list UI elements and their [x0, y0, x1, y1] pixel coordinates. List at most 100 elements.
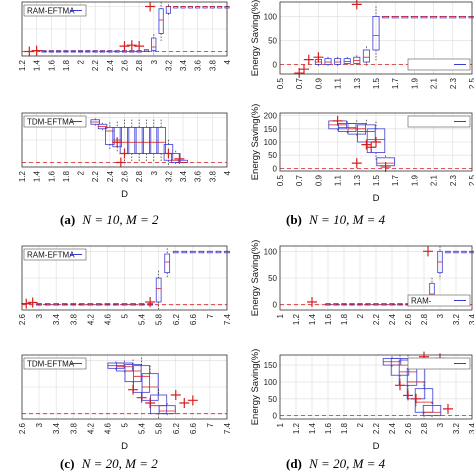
x-tick-label: 1.3	[353, 77, 362, 89]
x-tick-label: 1.9	[410, 77, 419, 89]
x-tick-label: 2.6	[121, 59, 130, 71]
plot-frame	[21, 112, 228, 168]
x-tick-label: 1.6	[47, 59, 56, 71]
x-tick-label: 1.2	[18, 170, 27, 182]
x-tick-label: 2.3	[449, 174, 458, 186]
outlier-marker	[145, 1, 156, 12]
x-tick-label: 1.3	[353, 174, 362, 186]
outlier-marker	[163, 148, 174, 159]
plot-frame	[21, 1, 228, 57]
chart-panel-5: 1 1.2 1.4 1.6 1.8 2 2.2 2.4 2.6 2.8 3 3.2 3.4 0 50 100E…	[250, 240, 474, 325]
x-tick-label: 2.8	[135, 170, 144, 182]
x-tick-label: 3.8	[69, 313, 78, 325]
outlier-marker	[170, 390, 181, 400]
x-tick-label: 2.6	[404, 422, 413, 434]
y-tick-label: 150	[264, 361, 278, 370]
x-tick-label: 3.2	[452, 313, 461, 325]
x-tick-label: 5.8	[155, 422, 164, 434]
outlier-marker	[371, 137, 381, 147]
y-tick-label: 0	[273, 301, 278, 310]
y-tick-label: 50	[268, 395, 277, 404]
plot-frame	[279, 1, 473, 75]
legend-box	[23, 4, 87, 17]
x-tick-label: 2	[356, 422, 365, 427]
outlier-marker	[443, 403, 453, 414]
x-tick-label: 2.6	[121, 170, 130, 182]
x-tick-label: 1.6	[47, 170, 56, 182]
x-tick-label: 7.4	[223, 313, 232, 325]
x-tick-label: 1.1	[334, 77, 343, 89]
plot-frame	[279, 112, 473, 172]
outlier-marker	[145, 297, 156, 307]
x-tick-label: 7.4	[223, 422, 232, 434]
legend-box	[23, 357, 87, 370]
x-tick-label: 5	[121, 313, 130, 318]
chart-panel-0: 1.2 1.4 1.6 1.8 2 2.2 2.4 2.6 2.8 3 3.2 3.4 3.6 3.8 4 R…	[18, 1, 232, 71]
x-axis-label: D	[121, 189, 128, 200]
x-tick-label: 3	[150, 59, 159, 64]
outlier-marker	[351, 158, 362, 169]
x-tick-label: 3.4	[52, 422, 61, 434]
box	[127, 127, 137, 154]
y-axis-label: Energy Saving(%)	[250, 349, 261, 426]
chart-panel-2: 1.2 1.4 1.6 1.8 2 2.2 2.4 2.6 2.8 3 3.2 3.4 3.6 3.8 4 D…	[18, 112, 232, 200]
plot-frame	[279, 354, 473, 420]
panels-layer: 1.2 1.4 1.6 1.8 2 2.2 2.4 2.6 2.8 3 3.2 3.4 3.6 3.8 4 R…	[18, 0, 474, 452]
x-tick-label: 1	[276, 422, 285, 427]
x-tick-label: 1.8	[340, 313, 349, 325]
x-tick-label: 2	[356, 313, 365, 318]
outlier-marker	[24, 46, 35, 57]
x-tick-label: 1.6	[324, 422, 333, 434]
y-tick-label: 100	[264, 12, 278, 21]
x-tick-label: 1	[276, 313, 285, 318]
x-tick-label: 2.4	[106, 170, 115, 182]
x-tick-label: 2.4	[388, 313, 397, 325]
box	[141, 127, 152, 154]
x-tick-label: 3.4	[468, 422, 474, 434]
outlier-marker	[145, 398, 156, 408]
legend-label: RAM-EFTMA	[27, 251, 75, 260]
box	[362, 49, 370, 63]
caption-b: (b) N = 10, M = 4	[286, 212, 386, 227]
legend-label: RAM-	[411, 297, 432, 306]
y-axis-label: Energy Saving(%)	[250, 104, 261, 181]
x-tick-label: 3	[150, 170, 159, 175]
x-tick-label: 2.2	[372, 313, 381, 325]
x-tick-label: 1.4	[33, 170, 42, 182]
outlier-marker	[187, 395, 198, 406]
x-tick-label: 2.6	[18, 313, 27, 325]
caption-d: (d) N = 20, M = 4	[286, 456, 386, 471]
y-axis-label: Energy Saving(%)	[250, 0, 261, 76]
outlier-marker	[174, 153, 185, 164]
x-tick-label: 1.1	[334, 174, 343, 186]
plot-frame	[21, 245, 228, 311]
x-tick-label: 2.8	[420, 422, 429, 434]
outlier-marker	[366, 142, 377, 153]
x-tick-label: 3.4	[468, 313, 474, 325]
box	[151, 37, 157, 52]
x-tick-label: 1.2	[292, 422, 301, 434]
x-tick-label: 3	[35, 422, 44, 427]
legend-label: TDM-EFTMA	[27, 360, 75, 369]
x-tick-label: 2.6	[18, 422, 27, 434]
legend-box	[407, 115, 471, 128]
x-tick-label: 1.9	[410, 174, 419, 186]
x-tick-label: 4	[223, 59, 232, 64]
outlier-marker	[119, 41, 130, 52]
legend-box	[407, 58, 471, 71]
box	[343, 58, 351, 64]
x-tick-label: 3.4	[179, 59, 188, 71]
plot-frame	[279, 245, 473, 311]
x-tick-label: 7	[206, 422, 215, 427]
x-tick-label: 3	[35, 313, 44, 318]
outlier-marker	[31, 45, 42, 56]
box	[124, 364, 142, 383]
x-tick-label: 1.5	[372, 174, 381, 186]
y-tick-label: 50	[268, 151, 277, 160]
box	[105, 127, 115, 145]
x-tick-label: 2	[77, 59, 86, 64]
y-tick-label: 50	[268, 274, 277, 283]
x-axis-label: D	[373, 441, 380, 452]
x-tick-label: 3.8	[208, 170, 217, 182]
